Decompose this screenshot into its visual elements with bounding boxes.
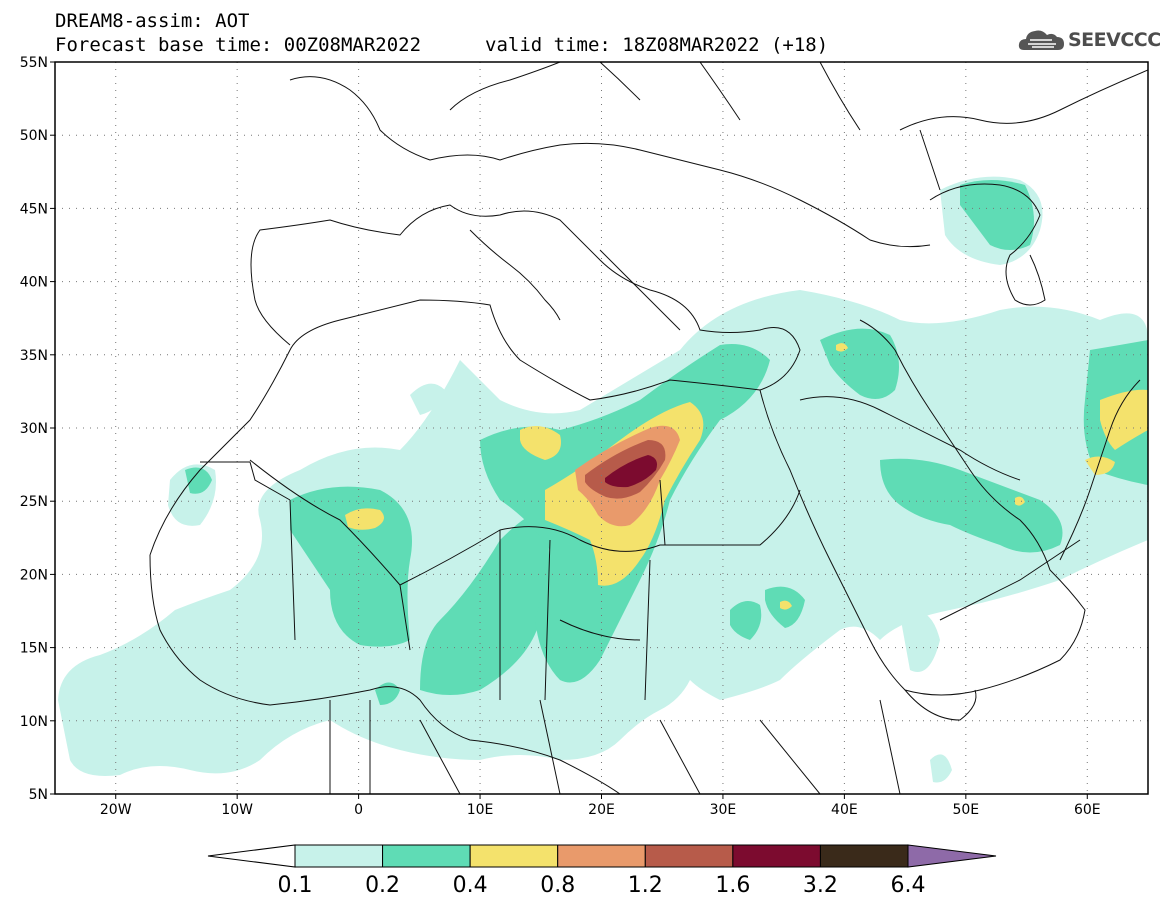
colorbar-swatch — [469, 844, 559, 868]
colorbar-swatch — [732, 844, 821, 868]
colorbar-swatch — [294, 844, 384, 868]
lon-label: 30E — [710, 802, 737, 818]
colorbar-under-triangle — [207, 844, 296, 868]
colorbar-over-triangle — [907, 844, 997, 868]
colorbar-label: 1.6 — [715, 873, 750, 898]
logo-text: SEEVCCC — [1068, 29, 1161, 51]
lat-label: 10N — [20, 714, 48, 730]
map-title: DREAM8-assim: AOT — [55, 10, 250, 32]
valid-time: valid time: 18Z08MAR2022 (+18) — [485, 34, 829, 56]
colorbar-label: 1.2 — [628, 873, 663, 898]
lat-label: 15N — [20, 641, 48, 657]
cloud-icon — [1018, 30, 1064, 50]
lon-label: 10E — [467, 802, 494, 818]
lat-label: 25N — [20, 494, 48, 510]
lat-label: 20N — [20, 567, 48, 583]
lon-label: 60E — [1074, 802, 1101, 818]
map-grid — [55, 62, 1148, 794]
lon-label: 0 — [354, 802, 363, 818]
colorbar-label: 3.2 — [803, 873, 838, 898]
colorbar-label: 0.1 — [278, 873, 313, 898]
lat-label: 40N — [20, 275, 48, 291]
colorbar-label: 0.8 — [540, 873, 575, 898]
lon-label: 50E — [952, 802, 979, 818]
colorbar-label: 0.2 — [365, 873, 400, 898]
lat-label: 55N — [20, 55, 48, 71]
lat-label: 35N — [20, 348, 48, 364]
forecast-base-time: Forecast base time: 00Z08MAR2022 — [55, 34, 422, 56]
colorbar-swatch — [819, 844, 909, 868]
longitude-labels: 20W 10W 0 10E 20E 30E 40E 50E 60E — [100, 794, 1101, 818]
colorbar-label: 0.4 — [453, 873, 488, 898]
lon-label: 20E — [588, 802, 615, 818]
colorbar: 0.1 0.2 0.4 0.8 1.2 1.6 3.2 6.4 — [207, 844, 997, 898]
colorbar-swatch — [382, 844, 471, 868]
colorbar-label: 6.4 — [891, 873, 926, 898]
lat-label: 45N — [20, 201, 48, 217]
lon-label: 40E — [831, 802, 858, 818]
lat-label: 30N — [20, 421, 48, 437]
aot-level-1.6 — [605, 455, 657, 488]
coastlines — [149, 62, 1148, 794]
aot-field — [58, 176, 1148, 783]
latitude-labels: 55N 50N 45N 40N 35N 30N 25N 20N 15N 10N 5N — [20, 55, 55, 803]
lon-label: 10W — [221, 802, 253, 818]
colorbar-swatch — [644, 844, 734, 868]
lat-label: 5N — [29, 787, 48, 803]
seevccc-logo: SEEVCCC — [1018, 26, 1161, 56]
colorbar-swatch — [557, 844, 646, 868]
lon-label: 20W — [100, 802, 132, 818]
lat-label: 50N — [20, 128, 48, 144]
